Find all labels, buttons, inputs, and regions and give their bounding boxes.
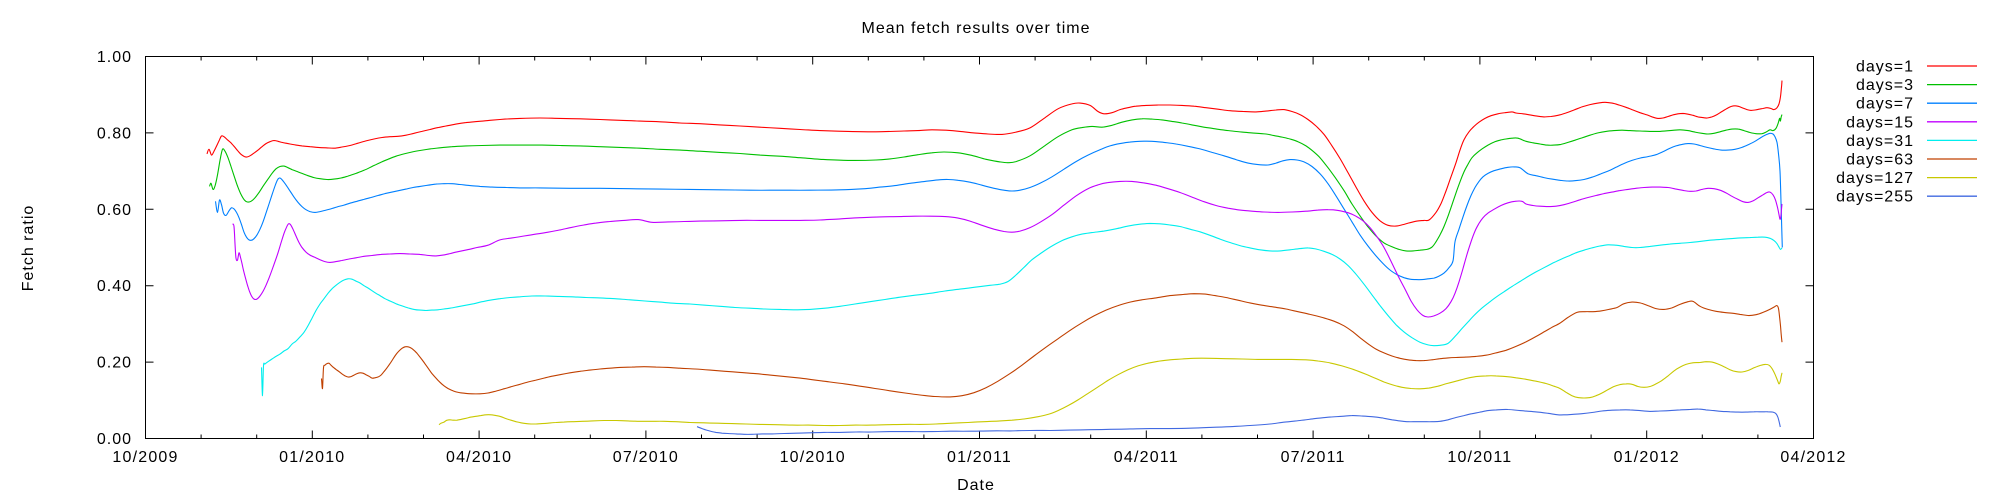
svg-text:0.40: 0.40 — [97, 278, 132, 295]
svg-text:1.00: 1.00 — [97, 49, 132, 66]
svg-text:Fetch ratio: Fetch ratio — [20, 205, 37, 292]
svg-text:01/2011: 01/2011 — [947, 449, 1012, 466]
svg-text:days=31: days=31 — [1846, 133, 1914, 150]
svg-text:0.00: 0.00 — [97, 431, 132, 448]
svg-text:0.60: 0.60 — [97, 202, 132, 219]
svg-text:04/2010: 04/2010 — [446, 449, 512, 466]
svg-text:04/2012: 04/2012 — [1780, 449, 1846, 466]
svg-text:days=7: days=7 — [1856, 96, 1914, 113]
svg-text:07/2010: 07/2010 — [613, 449, 679, 466]
svg-text:Mean fetch results over time: Mean fetch results over time — [862, 20, 1091, 37]
svg-text:10/2011: 10/2011 — [1447, 449, 1512, 466]
svg-text:Date: Date — [957, 477, 995, 494]
svg-text:days=15: days=15 — [1846, 114, 1914, 131]
svg-text:days=63: days=63 — [1846, 152, 1914, 169]
svg-text:04/2011: 04/2011 — [1114, 449, 1179, 466]
svg-text:days=127: days=127 — [1836, 170, 1914, 187]
svg-text:days=1: days=1 — [1856, 59, 1914, 76]
svg-text:07/2011: 07/2011 — [1281, 449, 1346, 466]
svg-text:0.20: 0.20 — [97, 355, 132, 372]
svg-text:days=255: days=255 — [1836, 189, 1914, 206]
svg-text:0.80: 0.80 — [97, 125, 132, 142]
svg-text:10/2009: 10/2009 — [112, 449, 178, 466]
svg-text:10/2010: 10/2010 — [780, 449, 846, 466]
svg-text:01/2010: 01/2010 — [279, 449, 345, 466]
svg-text:01/2012: 01/2012 — [1614, 449, 1680, 466]
svg-text:days=3: days=3 — [1856, 77, 1914, 94]
